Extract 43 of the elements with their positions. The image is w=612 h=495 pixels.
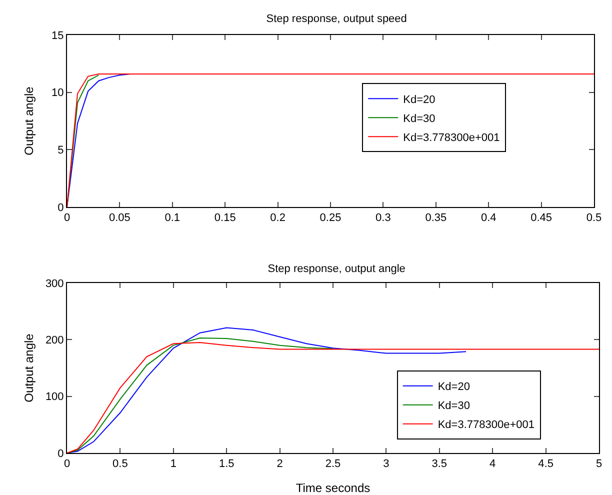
x-tick-label: 2.5: [325, 458, 341, 470]
x-tick-label: 0.05: [108, 212, 130, 224]
y-tick-label: 5: [58, 144, 64, 157]
x-tick-label: 0.4: [480, 212, 496, 224]
y-tick-label: 0: [58, 202, 64, 214]
y-tick-label: 15: [52, 30, 64, 42]
legend-label: Kd=3.778300e+001: [438, 419, 534, 432]
x-tick-label: 0.1: [164, 212, 180, 224]
x-tick-label: 2: [276, 458, 283, 470]
x-tick-label: 1.5: [218, 458, 234, 470]
y-tick-label: 10: [52, 87, 64, 100]
x-tick-label: 3.5: [432, 458, 448, 470]
x-tick-label: 0.5: [586, 212, 602, 224]
legend-label: Kd=20: [438, 381, 470, 394]
line-series: [67, 73, 131, 207]
legend-label: Kd=30: [403, 112, 436, 125]
y-tick-label: 0: [58, 448, 64, 460]
x-tick-label: 0.5: [112, 458, 128, 470]
line-series: [67, 73, 594, 207]
x-tick-label: 0.45: [530, 212, 552, 224]
x-axis-title: Time seconds: [296, 481, 370, 495]
legend-label: Kd=3.778300e+001: [403, 132, 500, 144]
x-tick-label: 4.5: [538, 458, 554, 470]
x-tick-label: 0.15: [214, 212, 236, 224]
y-tick-label: 300: [45, 278, 64, 290]
x-tick-label: 0.35: [425, 212, 447, 224]
y-tick-label: 200: [45, 334, 64, 347]
y-axis-title: Output angle: [22, 86, 36, 156]
x-tick-label: 3: [383, 458, 390, 470]
chart-title: Step response, output angle: [268, 262, 406, 275]
chart-title: Step response, output speed: [266, 12, 407, 25]
y-tick-label: 100: [45, 391, 64, 404]
x-tick-label: 4: [490, 458, 496, 470]
x-tick-label: 5: [596, 458, 602, 470]
legend-label: Kd=30: [438, 400, 470, 412]
line-series: [67, 337, 334, 453]
x-tick-label: 0.3: [376, 212, 391, 224]
line-series: [67, 342, 599, 453]
legend-label: Kd=20: [403, 94, 436, 106]
x-tick-label: 0.25: [320, 212, 342, 224]
x-tick-label: 0.2: [270, 212, 286, 224]
y-axis-title: Output angle: [22, 333, 36, 402]
x-tick-label: 1: [170, 458, 176, 470]
